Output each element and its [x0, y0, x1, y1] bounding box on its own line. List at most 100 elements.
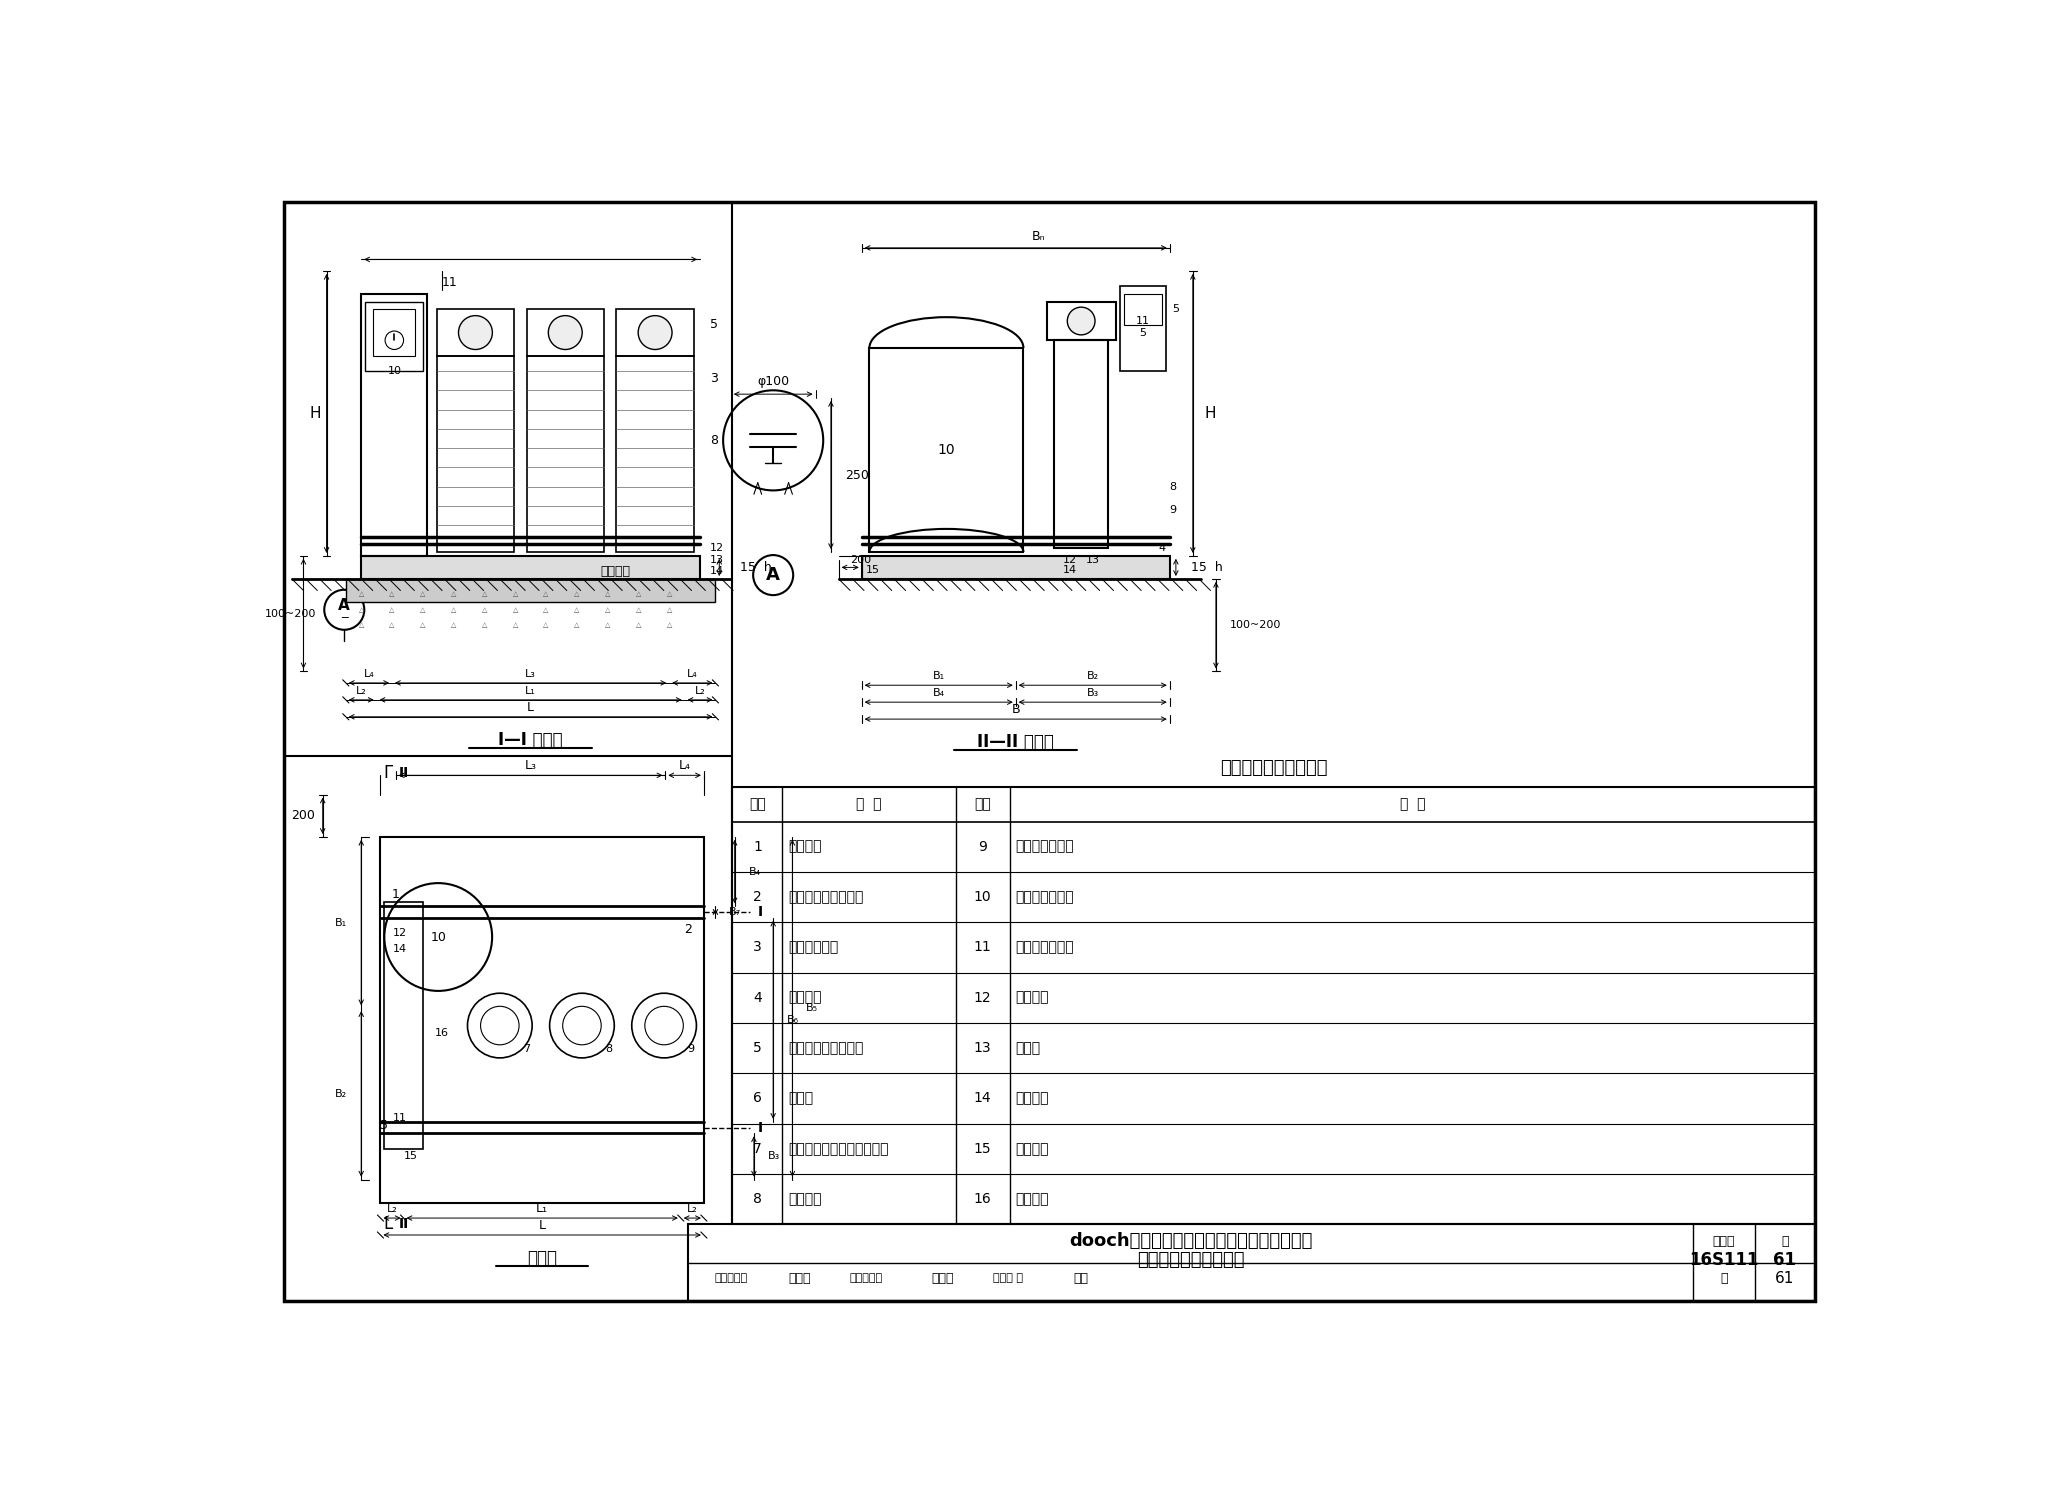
- Text: I: I: [758, 1120, 764, 1134]
- Text: 14: 14: [973, 1091, 991, 1106]
- Bar: [688, 1225, 1815, 1301]
- Text: 设备底座: 设备底座: [1016, 991, 1049, 1004]
- Text: 8: 8: [711, 434, 719, 446]
- Text: ─: ─: [340, 613, 348, 622]
- Text: B₅: B₅: [807, 1003, 819, 1013]
- Text: 5: 5: [1171, 305, 1180, 314]
- Text: △: △: [573, 607, 580, 613]
- Text: 15  h: 15 h: [739, 561, 772, 574]
- Text: 61: 61: [1776, 1271, 1794, 1286]
- Text: 自动控制触摸屏: 自动控制触摸屏: [1016, 940, 1075, 954]
- Text: △: △: [481, 591, 487, 597]
- Text: 郑艺之: 郑艺之: [788, 1272, 811, 1284]
- Text: 61: 61: [1774, 1251, 1796, 1269]
- Text: 100~200: 100~200: [1229, 620, 1282, 629]
- Text: △: △: [512, 591, 518, 597]
- Text: △: △: [420, 607, 426, 613]
- Text: 设备基础: 设备基础: [1016, 1141, 1049, 1156]
- Text: △: △: [451, 622, 457, 628]
- Text: 吸水管阀门（球阀）: 吸水管阀门（球阀）: [788, 890, 864, 905]
- Text: 11: 11: [1137, 315, 1149, 326]
- Text: I: I: [758, 905, 764, 920]
- Text: 编号: 编号: [750, 798, 766, 811]
- Bar: [381, 836, 705, 1202]
- Text: 4: 4: [1159, 543, 1165, 554]
- Text: 名  称: 名 称: [1399, 798, 1425, 811]
- Circle shape: [1067, 307, 1096, 335]
- Text: 200: 200: [850, 555, 870, 565]
- Text: 立式多级水泵: 立式多级水泵: [788, 940, 840, 954]
- Text: 100~200: 100~200: [264, 609, 315, 619]
- Bar: [870, 348, 1024, 552]
- Text: △: △: [389, 591, 395, 597]
- Text: △: △: [573, 622, 580, 628]
- Text: 13: 13: [1085, 555, 1100, 565]
- Text: △: △: [635, 591, 641, 597]
- Bar: [360, 295, 426, 557]
- Text: 胶囊式气压水罐: 胶囊式气压水罐: [1016, 890, 1075, 905]
- Bar: [1124, 295, 1161, 324]
- Text: 图集号: 图集号: [1712, 1235, 1735, 1247]
- Text: I—I 剖视图: I—I 剖视图: [498, 731, 563, 748]
- Text: 出水总管: 出水总管: [788, 1192, 821, 1207]
- Bar: [346, 579, 715, 603]
- Bar: [385, 902, 422, 1149]
- Text: 出水压力传感器: 出水压力传感器: [1016, 839, 1075, 854]
- Bar: [616, 356, 694, 552]
- Text: △: △: [666, 591, 672, 597]
- Text: 2: 2: [684, 923, 692, 936]
- Text: △: △: [481, 622, 487, 628]
- Text: 14: 14: [711, 567, 725, 576]
- Text: 平面图: 平面图: [526, 1248, 557, 1268]
- Text: B₄: B₄: [932, 687, 944, 698]
- Text: 12: 12: [393, 929, 408, 937]
- Text: A: A: [338, 598, 350, 613]
- Text: B₇: B₇: [729, 908, 741, 917]
- Text: △: △: [573, 591, 580, 597]
- Text: 数字集成变频控制器: 数字集成变频控制器: [788, 1042, 864, 1055]
- Text: 8: 8: [1169, 482, 1178, 491]
- Text: △: △: [451, 591, 457, 597]
- Bar: [365, 302, 422, 371]
- Bar: [436, 310, 514, 356]
- Text: △: △: [543, 622, 549, 628]
- Text: 金属软管: 金属软管: [1016, 1192, 1049, 1207]
- Text: A: A: [766, 565, 780, 585]
- Bar: [360, 557, 700, 579]
- Text: 12: 12: [973, 991, 991, 1004]
- Bar: [862, 557, 1169, 579]
- Text: B₁: B₁: [336, 918, 348, 927]
- Text: B₃: B₃: [1087, 687, 1100, 698]
- Text: 8: 8: [606, 1043, 612, 1054]
- Bar: [373, 310, 416, 356]
- Text: B: B: [1012, 704, 1020, 716]
- Text: 7: 7: [754, 1141, 762, 1156]
- Text: 4: 4: [754, 991, 762, 1004]
- Text: L₃: L₃: [524, 759, 537, 772]
- Text: 减振器: 减振器: [1016, 1042, 1040, 1055]
- Text: 12: 12: [1063, 555, 1077, 565]
- Text: L₁: L₁: [524, 686, 537, 695]
- Text: 吴敏: 吴敏: [1073, 1272, 1090, 1284]
- Text: △: △: [604, 607, 610, 613]
- Text: 设计吴 敏: 设计吴 敏: [993, 1274, 1024, 1283]
- Text: 吸水总管: 吸水总管: [788, 839, 821, 854]
- Text: 10: 10: [387, 366, 401, 376]
- Text: 5: 5: [754, 1042, 762, 1055]
- Text: 9: 9: [688, 1043, 694, 1054]
- Text: 12: 12: [711, 543, 725, 554]
- Text: 9: 9: [1169, 504, 1178, 515]
- Text: 5: 5: [1139, 327, 1147, 338]
- Text: △: △: [512, 622, 518, 628]
- Text: 页: 页: [1720, 1272, 1729, 1284]
- Text: 泵房地面: 泵房地面: [600, 565, 631, 577]
- Text: △: △: [389, 622, 395, 628]
- Text: L₃: L₃: [524, 668, 537, 679]
- Text: II—II 剖视图: II—II 剖视图: [977, 734, 1055, 751]
- Text: L₁: L₁: [537, 1202, 549, 1216]
- Text: △: △: [420, 622, 426, 628]
- Text: △: △: [512, 607, 518, 613]
- Text: B₄: B₄: [748, 866, 760, 876]
- Bar: [526, 356, 604, 552]
- Text: 250: 250: [844, 469, 868, 482]
